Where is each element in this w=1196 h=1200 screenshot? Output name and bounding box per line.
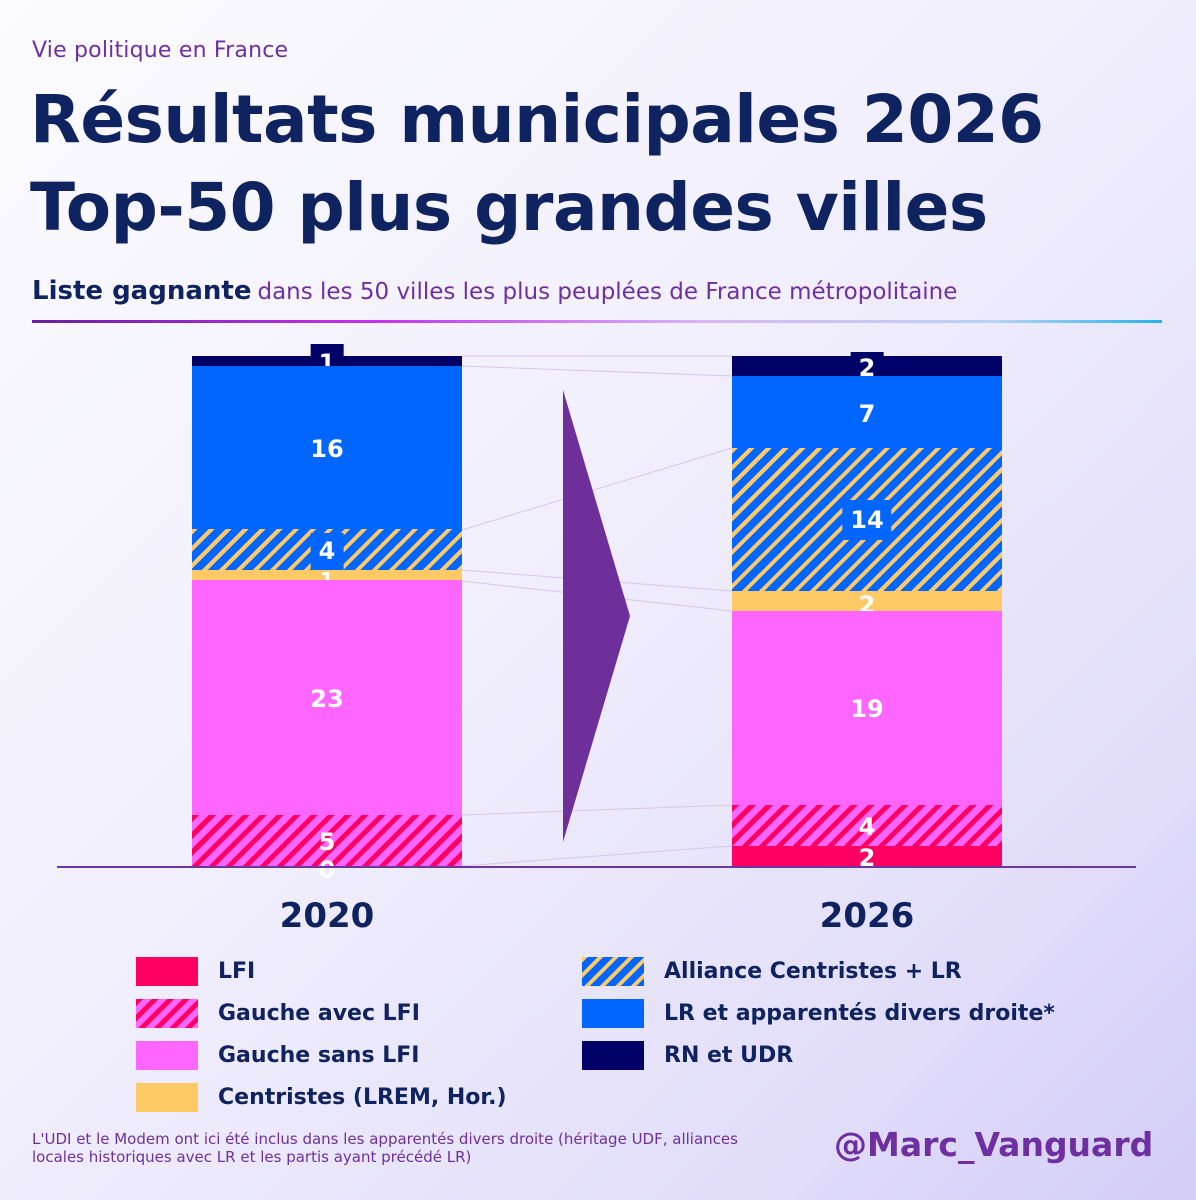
segment-rn-2026: 2 [732,352,1002,386]
author-handle: @Marc_Vanguard [834,1125,1154,1164]
swatch-lr-icon [582,998,644,1028]
page-title: Résultats municipales 2026 Top-50 plus g… [30,76,1044,252]
segment-lr-2020: 16 [192,366,462,530]
subtitle-strong: Liste gagnante [32,276,252,306]
bar-2020: 1 16 4 1 23 5 0 [192,344,462,882]
swatch-gauche-avec-icon [136,998,198,1028]
segment-rn-2020: 1 [192,344,462,382]
title-line-2: Top-50 plus grandes villes [30,169,988,246]
legend-item-gauche-avec: Gauche avec LFI [136,998,420,1028]
swatch-lfi-icon [136,956,198,986]
legend-item-gauche-sans: Gauche sans LFI [136,1040,419,1070]
swatch-alliance-icon [582,956,644,986]
segment-centristes-2026: 2 [732,590,1002,617]
x-axis-baseline [57,866,1136,868]
value-lr-2020: 16 [310,435,344,464]
value-centristes-2026: 2 [858,590,876,619]
legend-label-rn: RN et UDR [664,1042,794,1068]
segment-lr-2026: 7 [732,376,1002,448]
swatch-rn-icon [582,1040,644,1070]
legend-label-gauche-avec: Gauche avec LFI [218,1000,420,1026]
segment-gauche-sans-2020: 23 [192,580,462,815]
transition-arrow-icon [563,390,630,842]
value-lfi-2026: 2 [858,843,876,872]
value-lfi-2020: 0 [318,856,336,884]
value-lr-2026: 7 [858,400,876,429]
segment-gauche-sans-2026: 19 [732,611,1002,805]
segment-gauche-avec-2020: 5 [192,815,462,866]
value-alliance-2026: 14 [842,499,892,540]
title-line-1: Résultats municipales 2026 [30,81,1044,158]
swatch-centristes-icon [136,1082,198,1112]
value-gauche-sans-2026: 19 [850,695,884,723]
value-gauche-avec-2026: 4 [858,812,876,841]
x-tick-2026: 2026 [819,896,915,936]
x-tick-2020: 2020 [279,896,375,936]
subtitle: Liste gagnante dans les 50 villes les plu… [32,276,957,306]
legend-label-gauche-sans: Gauche sans LFI [218,1042,420,1068]
legend-item-lr: LR et apparentés divers droite* [582,998,1055,1028]
legend-item-rn: RN et UDR [582,1040,793,1070]
value-alliance-2020: 4 [310,533,344,574]
segment-gauche-avec-2026: 4 [732,804,1002,846]
legend-label-alliance: Alliance Centristes + LR [664,958,962,984]
swatch-gauche-sans-icon [136,1040,198,1070]
legend-label-lfi: LFI [218,958,256,984]
segment-centristes-2020: 1 [192,568,462,592]
legend-label-centristes: Centristes (LREM, Hor.) [218,1084,507,1110]
segment-alliance-2026: 14 [732,447,1002,591]
value-gauche-sans-2020: 23 [310,685,344,714]
segment-lfi-2026: 2 [732,845,1002,870]
kicker: Vie politique en France [32,38,289,63]
legend-item-lfi: LFI [136,956,255,986]
legend-label-lr: LR et apparentés divers droite* [664,1000,1055,1026]
bar-2026: 2 7 14 2 19 4 2 [732,352,1002,870]
subtitle-rest: dans les 50 villes les plus peuplées de … [257,279,958,305]
legend-item-centristes: Centristes (LREM, Hor.) [136,1082,507,1112]
value-gauche-avec-2020: 5 [318,828,336,856]
footnote: L'UDI et le Modem ont ici été inclus dan… [32,1130,738,1166]
legend-item-alliance: Alliance Centristes + LR [582,956,962,986]
title-rule [32,320,1162,323]
segment-alliance-2020: 4 [192,529,462,574]
